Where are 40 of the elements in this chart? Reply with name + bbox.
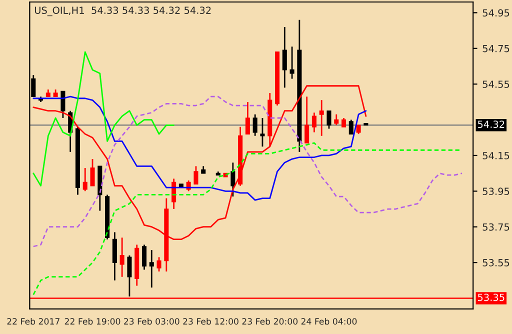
y-tick-label: 53.75: [482, 223, 510, 231]
candlestick: [142, 244, 147, 270]
candlestick: [60, 90, 66, 119]
y-tick-label: 54.55: [482, 80, 510, 88]
chart-title: US_OIL,H1 54.33 54.33 54.32 54.32: [34, 6, 211, 16]
candlestick: [260, 117, 265, 148]
candlestick: [290, 46, 294, 80]
ref-line-label: 53.35: [478, 294, 504, 302]
line-series: [32, 96, 463, 248]
x-tick-label: 22 Feb 2017: [7, 318, 60, 325]
candlestick: [304, 96, 310, 144]
y-tick-label: 53.55: [482, 259, 510, 266]
candlestick: [82, 167, 88, 192]
candlestick: [120, 236, 124, 278]
candlestick: [319, 99, 324, 137]
x-tick-label: 23 Feb 20:00: [242, 318, 298, 325]
x-tick-label: 23 Feb 03:00: [124, 318, 180, 325]
candlestick: [348, 119, 354, 135]
candlestick: [156, 256, 162, 272]
candlestick: [90, 158, 95, 187]
ref-line-label: 54.32: [478, 120, 504, 128]
candlestick: [245, 101, 250, 135]
candlestick: [282, 26, 287, 88]
candlestick: [312, 112, 316, 133]
candlestick: [194, 165, 198, 185]
candlestick: [127, 254, 132, 298]
x-tick-label: 24 Feb 04:00: [301, 318, 357, 325]
line-series: [32, 51, 174, 187]
candlestick: [112, 232, 117, 282]
y-tick-label: 53.95: [482, 188, 510, 195]
candlestick: [252, 114, 258, 137]
y-tick-label: 54.75: [482, 45, 510, 52]
candlestick: [326, 110, 332, 130]
candlestick: [149, 249, 154, 288]
candlestick: [334, 114, 339, 126]
x-tick-label: 23 Feb 12:00: [183, 318, 238, 325]
candlestick: [230, 162, 236, 198]
y-tick-label: 54.95: [482, 9, 510, 17]
x-tick-label: 22 Feb 19:00: [64, 318, 120, 325]
y-tick-label: 54.15: [482, 152, 510, 160]
